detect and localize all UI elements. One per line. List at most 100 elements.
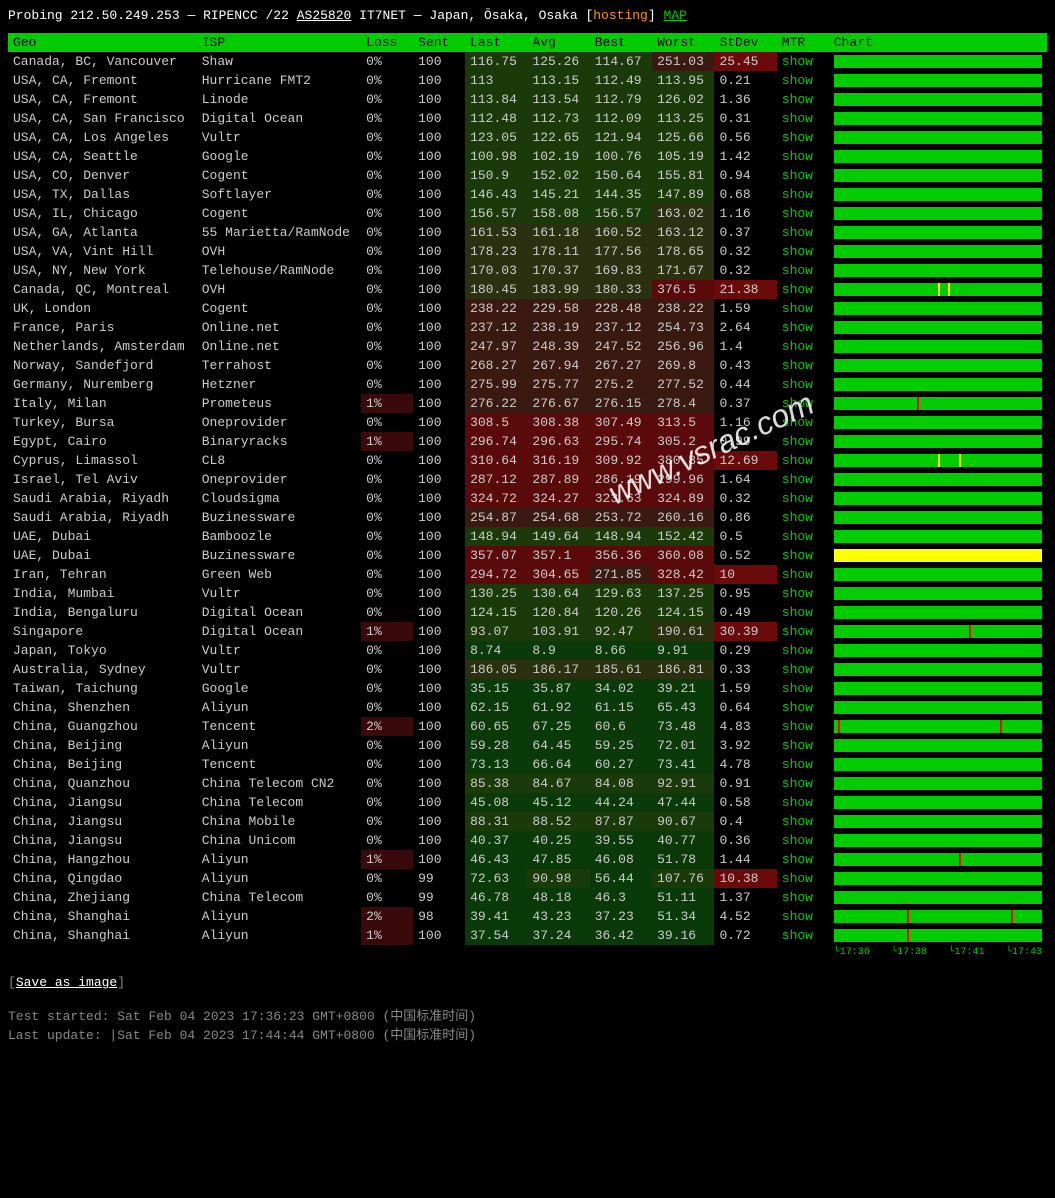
show-mtr-link[interactable]: show [782,149,813,164]
table-row: USA, NY, New YorkTelehouse/RamNode0%1001… [8,261,1047,280]
table-row: Japan, TokyoVultr0%1008.748.98.669.910.2… [8,641,1047,660]
table-row: USA, CA, FremontLinode0%100113.84113.541… [8,90,1047,109]
show-mtr-link[interactable]: show [782,624,813,639]
show-mtr-link[interactable]: show [782,700,813,715]
save-image-link[interactable]: Save as image [16,975,117,990]
table-row: China, HangzhouAliyun1%10046.4347.8546.0… [8,850,1047,869]
show-mtr-link[interactable]: show [782,776,813,791]
latency-chart [834,321,1042,334]
table-row: USA, TX, DallasSoftlayer0%100146.43145.2… [8,185,1047,204]
show-mtr-link[interactable]: show [782,73,813,88]
show-mtr-link[interactable]: show [782,890,813,905]
show-mtr-link[interactable]: show [782,396,813,411]
latency-chart [834,606,1042,619]
show-mtr-link[interactable]: show [782,643,813,658]
show-mtr-link[interactable]: show [782,681,813,696]
show-mtr-link[interactable]: show [782,434,813,449]
show-mtr-link[interactable]: show [782,510,813,525]
latency-chart [834,739,1042,752]
table-row: USA, CA, FremontHurricane FMT20%10011311… [8,71,1047,90]
show-mtr-link[interactable]: show [782,567,813,582]
latency-chart [834,112,1042,125]
table-row: USA, CA, San FranciscoDigital Ocean0%100… [8,109,1047,128]
show-mtr-link[interactable]: show [782,491,813,506]
show-mtr-link[interactable]: show [782,871,813,886]
col-loss: Loss [361,33,413,52]
show-mtr-link[interactable]: show [782,168,813,183]
as-link[interactable]: AS25820 [297,8,352,23]
show-mtr-link[interactable]: show [782,130,813,145]
table-row: China, QingdaoAliyun0%9972.6390.9856.441… [8,869,1047,888]
col-geo: Geo [8,33,197,52]
table-row: USA, CA, Los AngelesVultr0%100123.05122.… [8,128,1047,147]
show-mtr-link[interactable]: show [782,814,813,829]
show-mtr-link[interactable]: show [782,719,813,734]
col-mtr: MTR [777,33,829,52]
show-mtr-link[interactable]: show [782,928,813,943]
show-mtr-link[interactable]: show [782,244,813,259]
show-mtr-link[interactable]: show [782,225,813,240]
show-mtr-link[interactable]: show [782,377,813,392]
table-row: USA, IL, ChicagoCogent0%100156.57158.081… [8,204,1047,223]
latency-chart [834,378,1042,391]
latency-chart [834,587,1042,600]
map-link[interactable]: MAP [663,8,686,23]
table-row: Taiwan, TaichungGoogle0%10035.1535.8734.… [8,679,1047,698]
latency-chart [834,910,1042,923]
show-mtr-link[interactable]: show [782,833,813,848]
table-row: USA, CO, DenverCogent0%100150.9152.02150… [8,166,1047,185]
table-row: India, MumbaiVultr0%100130.25130.64129.6… [8,584,1047,603]
latency-chart [834,758,1042,771]
table-row: Canada, QC, MontrealOVH0%100180.45183.99… [8,280,1047,299]
show-mtr-link[interactable]: show [782,795,813,810]
show-mtr-link[interactable]: show [782,358,813,373]
show-mtr-link[interactable]: show [782,548,813,563]
latency-chart [834,777,1042,790]
table-row: Canada, BC, VancouverShaw0%100116.75125.… [8,52,1047,71]
show-mtr-link[interactable]: show [782,909,813,924]
show-mtr-link[interactable]: show [782,54,813,69]
show-mtr-link[interactable]: show [782,529,813,544]
show-mtr-link[interactable]: show [782,472,813,487]
show-mtr-link[interactable]: show [782,852,813,867]
show-mtr-link[interactable]: show [782,415,813,430]
show-mtr-link[interactable]: show [782,282,813,297]
latency-chart [834,891,1042,904]
latency-chart [834,454,1042,467]
table-row: USA, GA, Atlanta55 Marietta/RamNode0%100… [8,223,1047,242]
table-row: UAE, DubaiBamboozle0%100148.94149.64148.… [8,527,1047,546]
latency-chart [834,701,1042,714]
show-mtr-link[interactable]: show [782,738,813,753]
show-mtr-link[interactable]: show [782,187,813,202]
show-mtr-link[interactable]: show [782,453,813,468]
show-mtr-link[interactable]: show [782,301,813,316]
show-mtr-link[interactable]: show [782,92,813,107]
latency-chart [834,853,1042,866]
show-mtr-link[interactable]: show [782,206,813,221]
show-mtr-link[interactable]: show [782,111,813,126]
latency-chart [834,93,1042,106]
latency-chart [834,473,1042,486]
latency-chart [834,625,1042,638]
table-row: China, ShenzhenAliyun0%10062.1561.9261.1… [8,698,1047,717]
latency-chart [834,929,1042,942]
col-sent: Sent [413,33,465,52]
show-mtr-link[interactable]: show [782,662,813,677]
col-chart: Chart [829,33,1047,52]
table-row: USA, CA, SeattleGoogle0%100100.98102.191… [8,147,1047,166]
latency-chart [834,169,1042,182]
show-mtr-link[interactable]: show [782,586,813,601]
latency-chart [834,549,1042,562]
show-mtr-link[interactable]: show [782,263,813,278]
table-header: GeoISPLossSentLastAvgBestWorstStDevMTRCh… [8,33,1047,52]
show-mtr-link[interactable]: show [782,757,813,772]
table-row: Israel, Tel AvivOneprovider0%100287.1228… [8,470,1047,489]
show-mtr-link[interactable]: show [782,605,813,620]
latency-chart [834,568,1042,581]
latency-chart [834,207,1042,220]
show-mtr-link[interactable]: show [782,339,813,354]
show-mtr-link[interactable]: show [782,320,813,335]
table-row: Egypt, CairoBinaryracks1%100296.74296.63… [8,432,1047,451]
latency-chart [834,872,1042,885]
col-isp: ISP [197,33,361,52]
